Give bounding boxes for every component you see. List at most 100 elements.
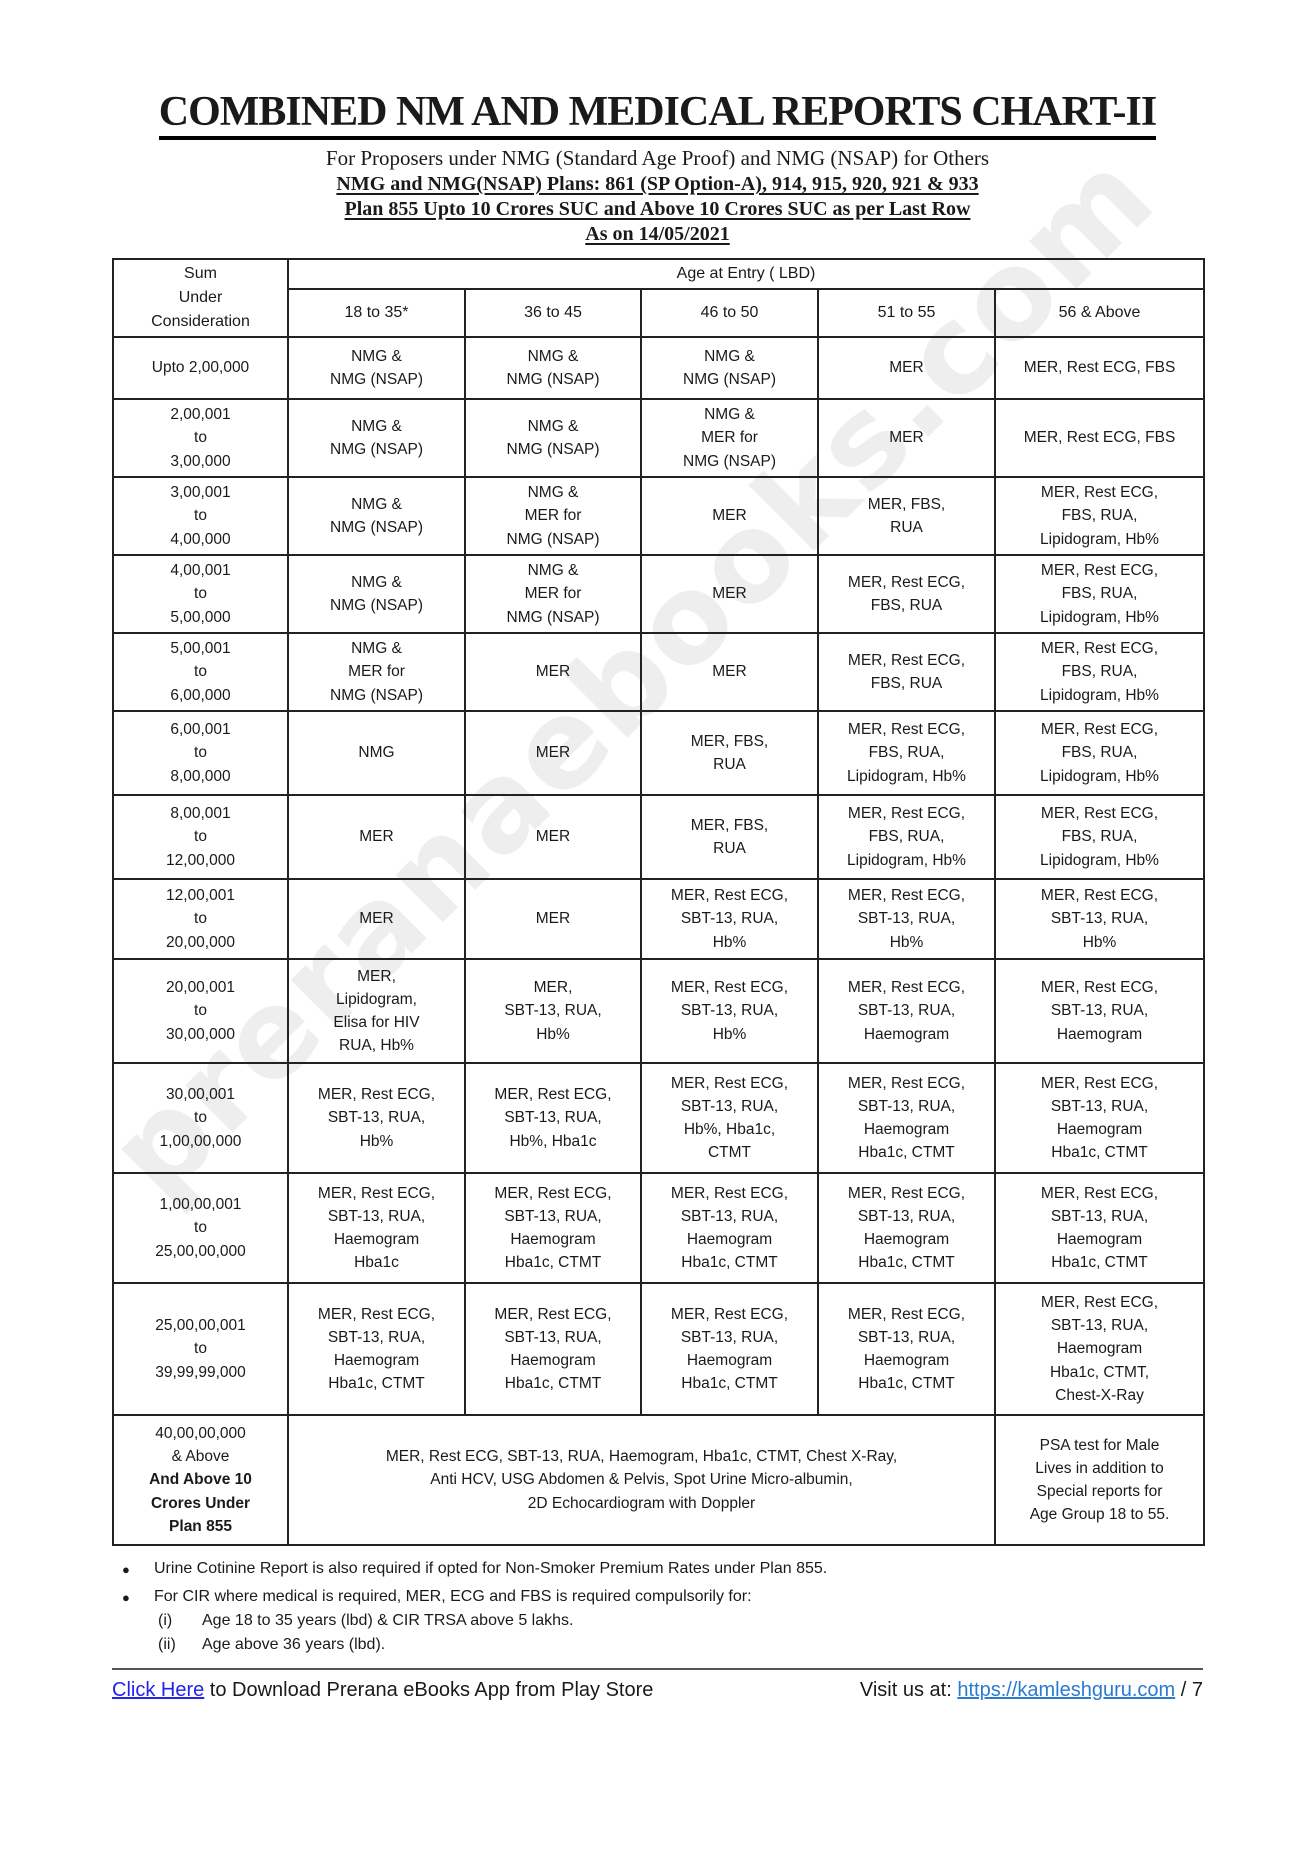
- report-cell: NMG & MER for NMG (NSAP): [464, 554, 642, 634]
- report-cell: MER, Rest ECG, SBT-13, RUA, Hb%: [640, 878, 819, 960]
- report-cell: MER: [640, 632, 819, 712]
- note-text: Urine Cotinine Report is also required i…: [154, 1560, 828, 1577]
- note-subitem: (ii) Age above 36 years (lbd).: [158, 1636, 1203, 1654]
- report-cell: MER: [287, 794, 466, 880]
- note-item: ● Urine Cotinine Report is also required…: [122, 1560, 1203, 1578]
- sum-cell: 5,00,001 to 6,00,000: [112, 632, 289, 712]
- report-cell: MER, Rest ECG, FBS, RUA, Lipidogram, Hb%: [994, 632, 1205, 712]
- report-cell: MER, Rest ECG, SBT-13, RUA, Haemogram Hb…: [464, 1282, 642, 1416]
- table-row: 4,00,001 to 5,00,000 NMG & NMG (NSAP) NM…: [112, 554, 1205, 634]
- column-header: 18 to 35*: [287, 288, 466, 338]
- bullet-icon: ●: [122, 1562, 130, 1577]
- report-cell: NMG & MER for NMG (NSAP): [640, 398, 819, 478]
- report-cell: MER: [640, 554, 819, 634]
- column-header: 51 to 55: [817, 288, 996, 338]
- report-cell: NMG & MER for NMG (NSAP): [464, 476, 642, 556]
- report-cell: MER, Rest ECG, SBT-13, RUA, Hb%: [640, 958, 819, 1064]
- report-cell: MER, Rest ECG, FBS, RUA, Lipidogram, Hb%: [994, 794, 1205, 880]
- sum-cell: 1,00,00,001 to 25,00,00,000: [112, 1172, 289, 1284]
- note-subitem-label: (ii): [158, 1636, 176, 1653]
- report-cell: MER, Rest ECG, FBS, RUA, Lipidogram, Hb%: [817, 794, 996, 880]
- sum-cell: Upto 2,00,000: [112, 336, 289, 400]
- click-here-link[interactable]: Click Here: [112, 1679, 205, 1701]
- report-cell: MER, Rest ECG, SBT-13, RUA, Haemogram: [817, 958, 996, 1064]
- corner-header: Sum Under Consideration: [112, 258, 289, 338]
- table-row: 25,00,00,001 to 39,99,99,000 MER, Rest E…: [112, 1282, 1205, 1416]
- table-row: 1,00,00,001 to 25,00,00,000 MER, Rest EC…: [112, 1172, 1205, 1284]
- report-cell: MER, Rest ECG, FBS, RUA, Lipidogram, Hb%: [817, 710, 996, 796]
- report-cell: NMG & NMG (NSAP): [640, 336, 819, 400]
- report-cell: MER, Rest ECG, SBT-13, RUA, Haemogram Hb…: [464, 1172, 642, 1284]
- report-cell: MER, Rest ECG, SBT-13, RUA, Haemogram Hb…: [287, 1282, 466, 1416]
- document-page: COMBINED NM AND MEDICAL REPORTS CHART-II…: [112, 88, 1205, 1702]
- sum-cell: 20,00,001 to 30,00,000: [112, 958, 289, 1064]
- report-cell: MER: [287, 878, 466, 960]
- note-subitem: (i) Age 18 to 35 years (lbd) & CIR TRSA …: [158, 1612, 1203, 1630]
- report-cell: MER, SBT-13, RUA, Hb%: [464, 958, 642, 1064]
- report-cell: MER, Rest ECG, FBS: [994, 336, 1205, 400]
- report-cell: MER, Rest ECG, SBT-13, RUA, Haemogram Hb…: [817, 1172, 996, 1284]
- subtitle-plans: NMG and NMG(NSAP) Plans: 861 (SP Option-…: [336, 173, 979, 195]
- psa-report-cell: PSA test for Male Lives in addition to S…: [994, 1414, 1205, 1546]
- report-cell: MER: [464, 794, 642, 880]
- report-cell: MER, Rest ECG, SBT-13, RUA, Haemogram Hb…: [994, 1282, 1205, 1416]
- report-cell: MER, Rest ECG, SBT-13, RUA, Haemogram Hb…: [994, 1062, 1205, 1174]
- report-cell: NMG & NMG (NSAP): [287, 398, 466, 478]
- report-cell: MER, Rest ECG, FBS, RUA, Lipidogram, Hb%: [994, 554, 1205, 634]
- sum-cell: 25,00,00,001 to 39,99,99,000: [112, 1282, 289, 1416]
- sum-cell: 3,00,001 to 4,00,000: [112, 476, 289, 556]
- subtitle-date: As on 14/05/2021: [585, 223, 730, 245]
- report-cell: MER, FBS, RUA: [640, 710, 819, 796]
- report-cell: NMG & NMG (NSAP): [287, 336, 466, 400]
- page-title: COMBINED NM AND MEDICAL REPORTS CHART-II: [112, 88, 1203, 140]
- column-header: 46 to 50: [640, 288, 819, 338]
- report-cell: MER, Rest ECG, FBS, RUA, Lipidogram, Hb%: [994, 710, 1205, 796]
- table-row: 5,00,001 to 6,00,000 NMG & MER for NMG (…: [112, 632, 1205, 712]
- report-cell: MER: [464, 710, 642, 796]
- note-subitem-label: (i): [158, 1612, 173, 1629]
- sum-cell: 2,00,001 to 3,00,000: [112, 398, 289, 478]
- sum-cell: 30,00,001 to 1,00,00,000: [112, 1062, 289, 1174]
- table-header-row-age: Sum Under Consideration Age at Entry ( L…: [112, 258, 1205, 338]
- table-row: 30,00,001 to 1,00,00,000 MER, Rest ECG, …: [112, 1062, 1205, 1174]
- sum-cell: 6,00,001 to 8,00,000: [112, 710, 289, 796]
- report-cell: MER, Rest ECG, SBT-13, RUA, Hb%: [817, 878, 996, 960]
- report-cell: MER, Rest ECG, SBT-13, RUA, Haemogram Hb…: [640, 1172, 819, 1284]
- report-cell: MER, Rest ECG, SBT-13, RUA, Haemogram Hb…: [817, 1282, 996, 1416]
- report-cell: MER, Rest ECG, FBS: [994, 398, 1205, 478]
- report-cell: MER, FBS, RUA: [640, 794, 819, 880]
- medical-reports-table: Sum Under Consideration Age at Entry ( L…: [112, 258, 1205, 1546]
- report-cell: MER: [817, 336, 996, 400]
- table-row: 20,00,001 to 30,00,000 MER, Lipidogram, …: [112, 958, 1205, 1064]
- site-link[interactable]: https://kamleshguru.com: [957, 1679, 1176, 1701]
- sum-cell: 40,00,00,000 & Above And Above 10 Crores …: [112, 1414, 289, 1546]
- report-cell: NMG: [287, 710, 466, 796]
- page-number: / 7: [1175, 1679, 1203, 1701]
- merged-report-cell: MER, Rest ECG, SBT-13, RUA, Haemogram, H…: [287, 1414, 996, 1546]
- sum-cell: 4,00,001 to 5,00,000: [112, 554, 289, 634]
- age-at-entry-header: Age at Entry ( LBD): [287, 258, 1205, 290]
- note-text: For CIR where medical is required, MER, …: [154, 1588, 752, 1605]
- report-cell: MER, FBS, RUA: [817, 476, 996, 556]
- report-cell: MER, Rest ECG, SBT-13, RUA, Haemogram Hb…: [287, 1172, 466, 1284]
- table-row: 12,00,001 to 20,00,000 MER MER MER, Rest…: [112, 878, 1205, 960]
- footer-left: Click Here to Download Prerana eBooks Ap…: [112, 1679, 653, 1702]
- report-cell: MER, Rest ECG, SBT-13, RUA, Haemogram Hb…: [640, 1282, 819, 1416]
- footer-divider: [112, 1668, 1203, 1670]
- report-cell: MER: [817, 398, 996, 478]
- report-cell: MER, Rest ECG, SBT-13, RUA, Hb%, Hba1c: [464, 1062, 642, 1174]
- report-cell: MER, Rest ECG, FBS, RUA: [817, 632, 996, 712]
- report-cell: MER: [464, 878, 642, 960]
- report-cell: MER, Lipidogram, Elisa for HIV RUA, Hb%: [287, 958, 466, 1064]
- table-row: 6,00,001 to 8,00,000 NMG MER MER, FBS, R…: [112, 710, 1205, 796]
- report-cell: NMG & MER for NMG (NSAP): [287, 632, 466, 712]
- report-cell: MER, Rest ECG, FBS, RUA: [817, 554, 996, 634]
- sum-cell: 12,00,001 to 20,00,000: [112, 878, 289, 960]
- report-cell: NMG & NMG (NSAP): [464, 336, 642, 400]
- report-cell: MER: [464, 632, 642, 712]
- report-cell: MER, Rest ECG, SBT-13, RUA, Haemogram Hb…: [817, 1062, 996, 1174]
- table-row: 2,00,001 to 3,00,000 NMG & NMG (NSAP) NM…: [112, 398, 1205, 478]
- note-subitem-text: Age above 36 years (lbd).: [202, 1636, 386, 1653]
- note-item: ● For CIR where medical is required, MER…: [122, 1588, 1203, 1606]
- report-cell: MER, Rest ECG, SBT-13, RUA, Hb%, Hba1c, …: [640, 1062, 819, 1174]
